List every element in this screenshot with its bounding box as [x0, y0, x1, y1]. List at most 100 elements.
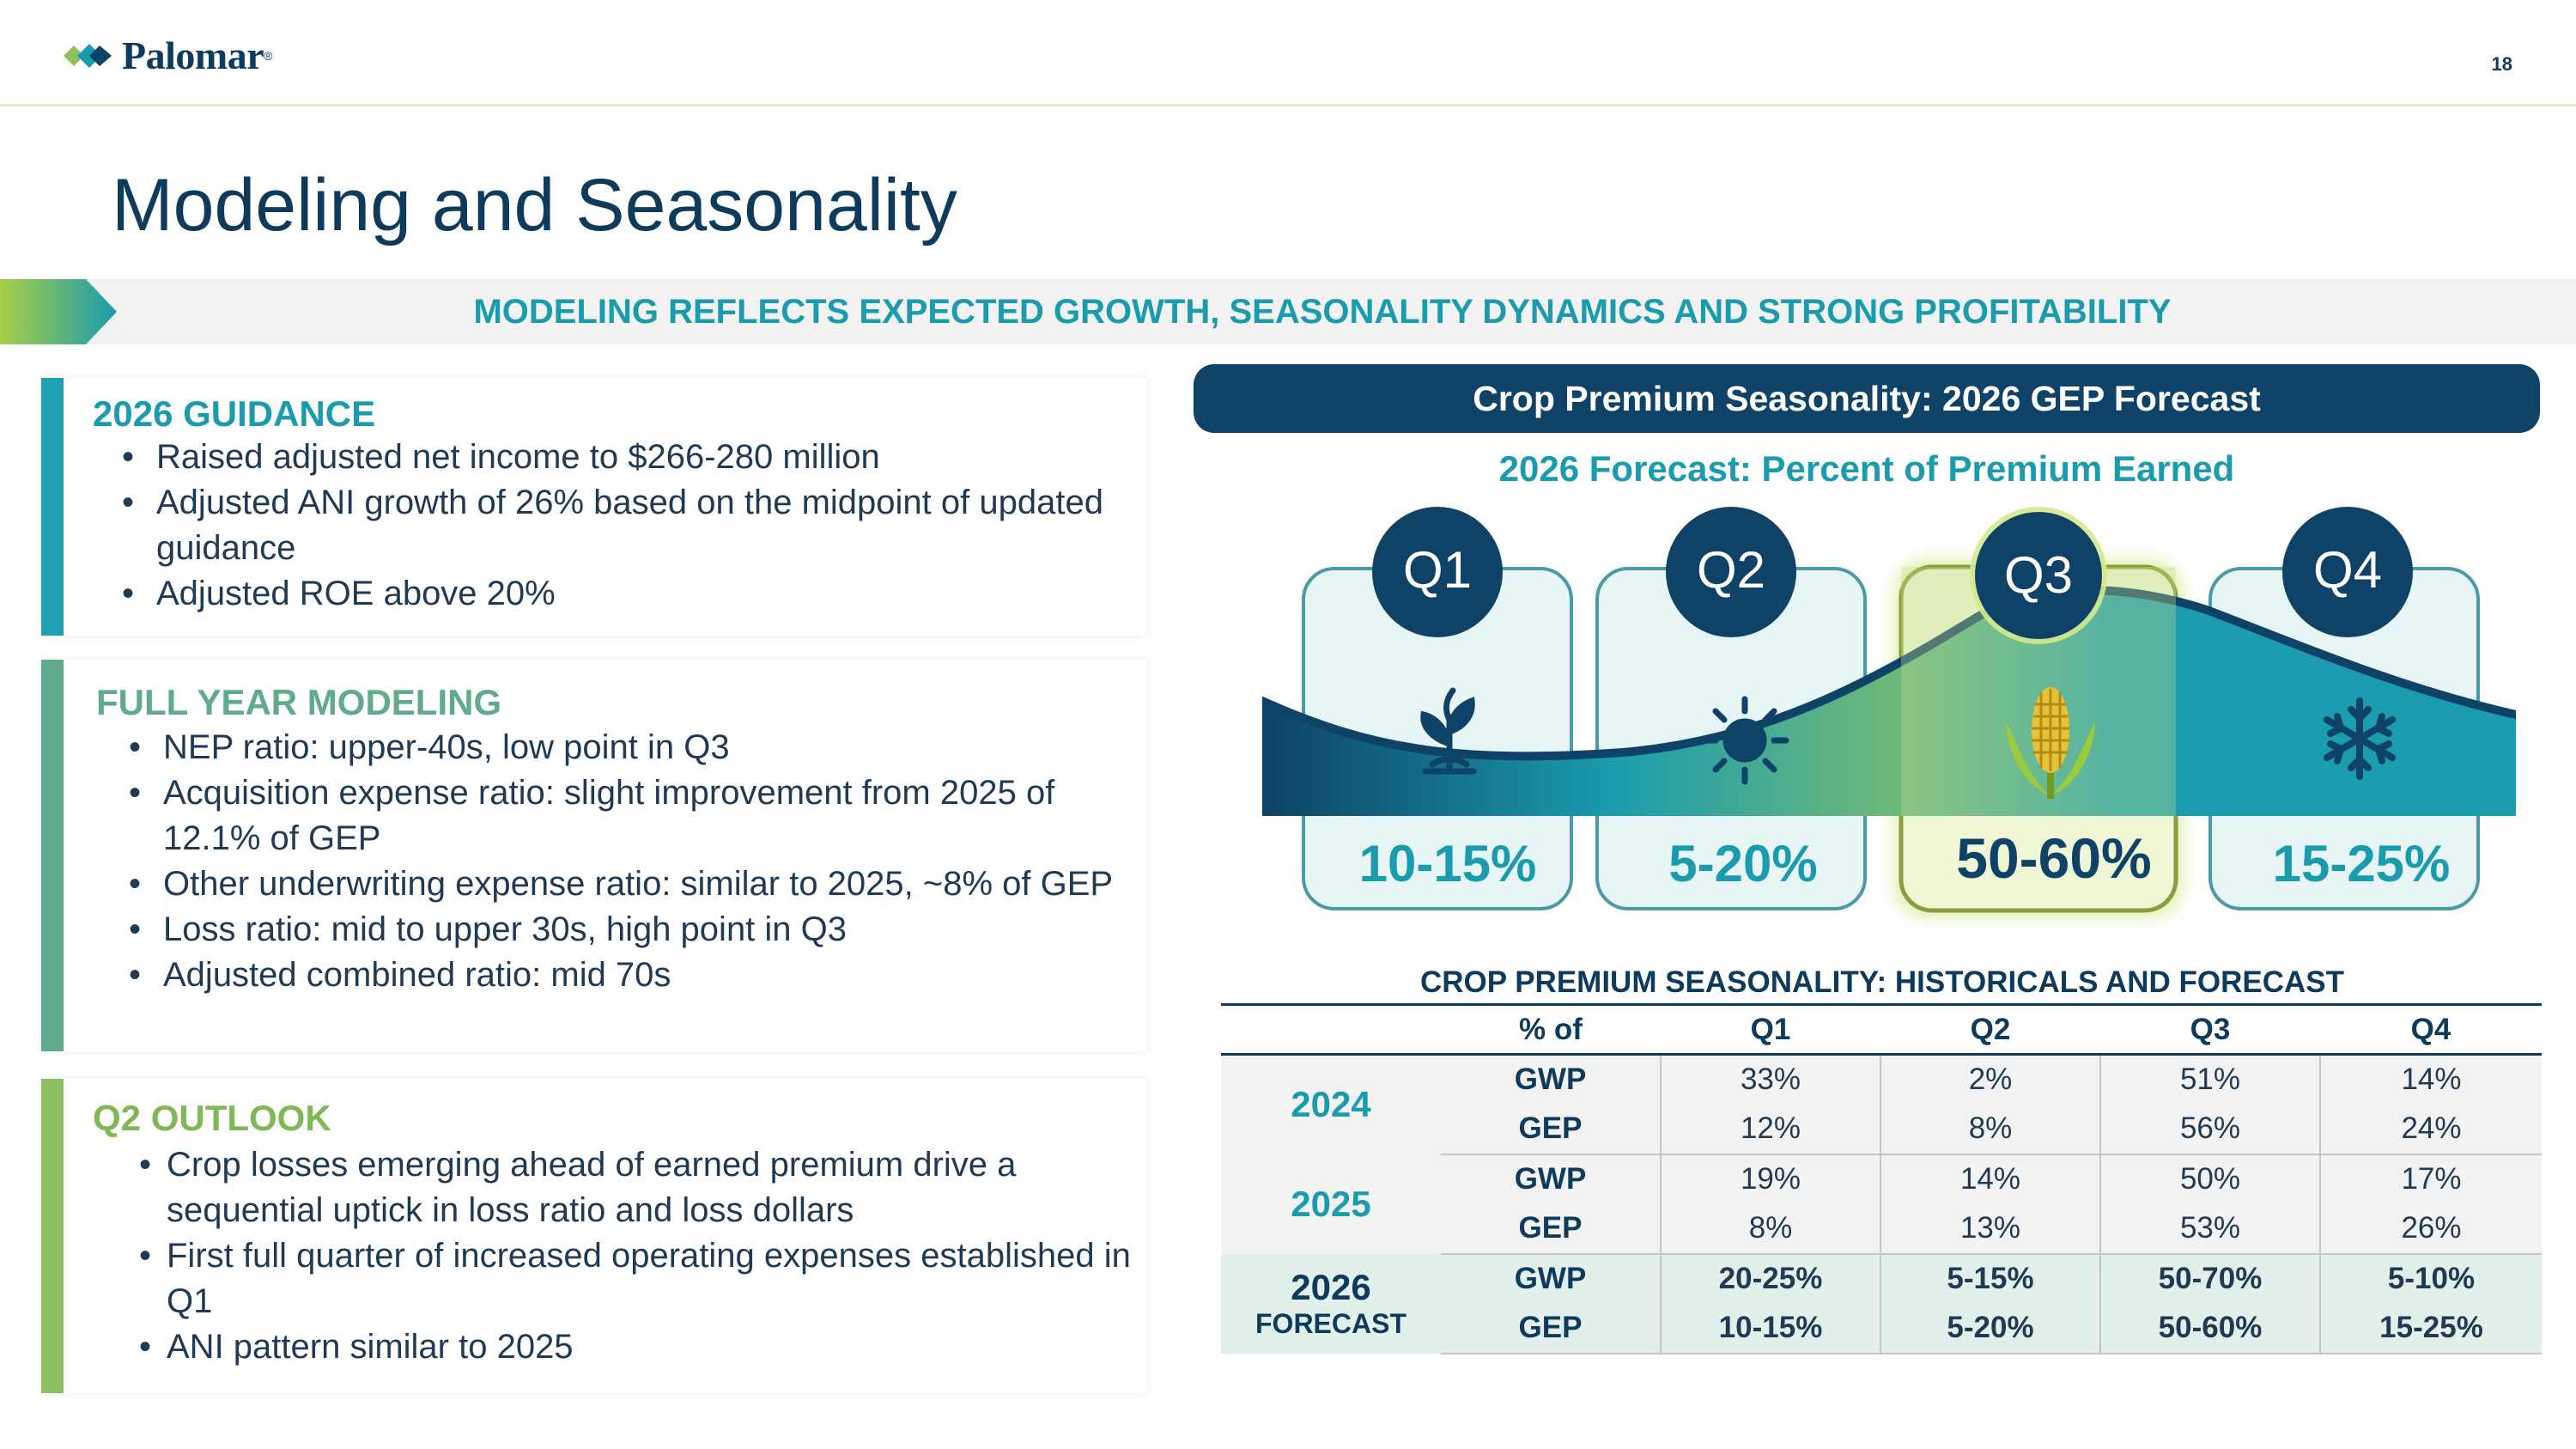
- table-cell: 26%: [2319, 1203, 2542, 1255]
- list-item: Adjusted ANI growth of 26% based on the …: [122, 480, 1135, 571]
- table-cell: 5-20%: [1880, 1303, 2100, 1355]
- table-header-row: % of Q1 Q2 Q3 Q4: [1221, 1003, 2542, 1056]
- palomar-logo-icon: [64, 43, 112, 68]
- crop-seasonality-header: Crop Premium Seasonality: 2026 GEP Forec…: [1194, 364, 2540, 433]
- table-row: GEP 8% 13% 53% 26%: [1221, 1203, 2542, 1255]
- quarter-circle-q2: Q2: [1666, 507, 1796, 637]
- outlook-panel: Q2 OUTLOOK Crop losses emerging ahead of…: [41, 1079, 1147, 1393]
- top-bar: Palomar ® 18: [0, 0, 2576, 107]
- table-header-cell: Q3: [2100, 1003, 2320, 1056]
- corn-icon: [2006, 687, 2095, 799]
- company-logo: Palomar ®: [62, 33, 272, 78]
- table-header-cell: [1221, 1003, 1441, 1056]
- table-cell: 2%: [1880, 1054, 2100, 1105]
- table-header-cell: Q2: [1880, 1003, 2100, 1056]
- table-kind-cell: GEP: [1441, 1203, 1661, 1255]
- quarter-label-q2: Q2: [1697, 541, 1765, 599]
- modeling-list: NEP ratio: upper-40s, low point in Q3 Ac…: [129, 725, 1142, 998]
- quarter-value-q4: 15-25%: [2273, 835, 2451, 892]
- modeling-panel: FULL YEAR MODELING NEP ratio: upper-40s,…: [41, 660, 1147, 1051]
- page-title: Modeling and Seasonality: [112, 164, 957, 247]
- panel-accent-bar: [41, 378, 64, 636]
- quarter-label-q3: Q3: [2004, 546, 2073, 604]
- page-number: 18: [2491, 53, 2512, 75]
- list-item: Adjusted combined ratio: mid 70s: [129, 953, 1142, 998]
- banner-arrow-icon: [0, 279, 117, 344]
- table-cell: 17%: [2319, 1154, 2542, 1204]
- table-header-cell: Q1: [1661, 1003, 1880, 1056]
- table-kind-cell: GWP: [1441, 1253, 1661, 1304]
- table-row: GEP 12% 8% 56% 24%: [1221, 1104, 2542, 1155]
- table-cell: 8%: [1660, 1203, 1880, 1255]
- table-header-cell: Q4: [2320, 1003, 2542, 1056]
- table-row: 2026 FORECAST GWP 20-25% 5-15% 50-70% 5-…: [1221, 1253, 2542, 1354]
- outlook-heading: Q2 OUTLOOK: [93, 1098, 331, 1138]
- guidance-list: Raised adjusted net income to $266-280 m…: [122, 435, 1135, 617]
- logo-text: Palomar: [122, 33, 264, 77]
- guidance-heading: 2026 GUIDANCE: [93, 393, 376, 434]
- table-cell: 53%: [2099, 1203, 2320, 1255]
- table-year-cell: 2024: [1221, 1054, 1441, 1154]
- list-item: ANI pattern similar to 2025: [139, 1324, 1145, 1370]
- modeling-heading: FULL YEAR MODELING: [96, 682, 502, 722]
- forecast-year: 2026: [1291, 1267, 1371, 1307]
- seasonality-graphic: Q1 Q2 Q3 Q4: [1262, 507, 2516, 919]
- table-cell: 10-15%: [1660, 1303, 1880, 1355]
- registered-mark: ®: [264, 48, 273, 63]
- headline-banner: MODELING REFLECTS EXPECTED GROWTH, SEASO…: [0, 279, 2576, 344]
- table-kind-cell: GEP: [1441, 1104, 1661, 1155]
- table-cell: 19%: [1660, 1154, 1880, 1204]
- table-kind-cell: GEP: [1441, 1303, 1661, 1355]
- seasonality-curve-line: [1262, 586, 2516, 761]
- table-cell: 5-15%: [1880, 1253, 2100, 1304]
- sprout-icon: [1420, 687, 1477, 775]
- table-cell: 8%: [1880, 1104, 2100, 1155]
- list-item: First full quarter of increased operatin…: [139, 1233, 1145, 1324]
- table-cell: 56%: [2099, 1104, 2320, 1155]
- table-year-cell: 2026 FORECAST: [1221, 1253, 1441, 1354]
- banner-text: MODELING REFLECTS EXPECTED GROWTH, SEASO…: [473, 293, 2172, 331]
- table-cell: 5-10%: [2319, 1253, 2542, 1304]
- list-item: Adjusted ROE above 20%: [122, 571, 1135, 617]
- table-cell: 14%: [1880, 1154, 2100, 1204]
- quarter-value-q1: 10-15%: [1359, 835, 1537, 892]
- list-item: Loss ratio: mid to upper 30s, high point…: [129, 907, 1142, 953]
- snowflake-icon: [2324, 697, 2396, 780]
- table-cell: 20-25%: [1660, 1253, 1880, 1304]
- table-cell: 50-60%: [2099, 1303, 2320, 1355]
- forecast-label: FORECAST: [1255, 1308, 1406, 1339]
- quarter-circle-q3: Q3: [1970, 507, 2107, 644]
- table-row: GEP 10-15% 5-20% 50-60% 15-25%: [1221, 1303, 2542, 1355]
- table-cell: 24%: [2319, 1104, 2542, 1155]
- quarter-label-q4: Q4: [2313, 541, 2382, 599]
- table-header-cell: % of: [1441, 1003, 1661, 1056]
- table-cell: 50-70%: [2099, 1253, 2320, 1304]
- panel-accent-bar: [41, 1079, 64, 1393]
- list-item: NEP ratio: upper-40s, low point in Q3: [129, 725, 1142, 770]
- panel-accent-bar: [41, 660, 64, 1051]
- quarter-label-q1: Q1: [1403, 541, 1472, 599]
- table-cell: 15-25%: [2319, 1303, 2542, 1355]
- table-cell: 33%: [1660, 1054, 1880, 1105]
- table-row: 2025 GWP 19% 14% 50% 17%: [1221, 1154, 2542, 1254]
- sun-icon: [1700, 696, 1789, 785]
- table-kind-cell: GWP: [1441, 1154, 1661, 1204]
- seasonality-table: % of Q1 Q2 Q3 Q4 2024 GWP 33% 2% 51% 14%…: [1221, 1003, 2542, 1355]
- table-row: 2024 GWP 33% 2% 51% 14%: [1221, 1054, 2542, 1154]
- list-item: Other underwriting expense ratio: simila…: [129, 861, 1142, 907]
- table-year-cell: 2025: [1221, 1154, 1441, 1254]
- list-item: Crop losses emerging ahead of earned pre…: [139, 1142, 1145, 1233]
- quarter-value-q2: 5-20%: [1668, 835, 1817, 892]
- seasonality-table-title: CROP PREMIUM SEASONALITY: HISTORICALS AN…: [1420, 965, 2344, 999]
- quarter-value-q3: 50-60%: [1956, 826, 2152, 890]
- table-cell: 50%: [2099, 1154, 2320, 1204]
- guidance-panel: 2026 GUIDANCE Raised adjusted net income…: [41, 378, 1147, 636]
- table-cell: 51%: [2099, 1054, 2320, 1105]
- crop-forecast-subtitle: 2026 Forecast: Percent of Premium Earned: [1498, 448, 2235, 489]
- quarter-circle-q4: Q4: [2282, 507, 2413, 637]
- seasonality-curve-area: [1262, 590, 2516, 816]
- table-cell: 13%: [1880, 1203, 2100, 1255]
- list-item: Raised adjusted net income to $266-280 m…: [122, 435, 1135, 480]
- list-item: Acquisition expense ratio: slight improv…: [129, 770, 1142, 861]
- table-cell: 14%: [2319, 1054, 2542, 1105]
